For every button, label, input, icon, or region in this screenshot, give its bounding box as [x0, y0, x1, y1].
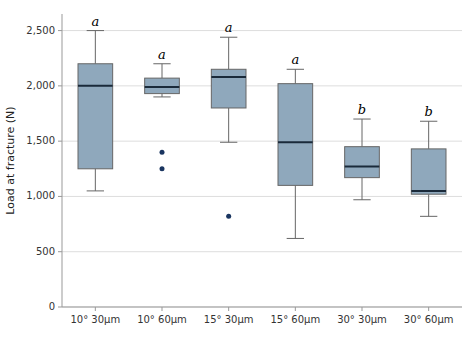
- significance-label: a: [91, 14, 99, 29]
- x-tick-label: 10° 30μm: [70, 314, 120, 325]
- cap-high: [153, 63, 170, 64]
- x-tick-label: 15° 60μm: [270, 314, 320, 325]
- significance-label: b: [358, 102, 366, 117]
- y-tick-label: 1,500: [26, 135, 55, 146]
- median: [211, 76, 246, 78]
- x-tick-label: 15° 30μm: [204, 314, 254, 325]
- median: [411, 190, 446, 192]
- grid-line: [62, 307, 462, 308]
- y-tick: [58, 251, 62, 252]
- annotations: a a a a b b: [91, 14, 432, 120]
- y-axis: [62, 14, 63, 307]
- significance-label: a: [225, 20, 233, 35]
- grid-line: [62, 30, 462, 31]
- whisker-high: [362, 119, 363, 147]
- median: [278, 141, 313, 143]
- axes: 0 500 1,000 1,500 2,000 2,500 10° 30μm 10° 60μm…: [26, 14, 462, 325]
- median: [78, 85, 113, 87]
- y-tick-label: 500: [36, 246, 55, 257]
- whisker-low: [228, 108, 229, 142]
- y-tick-label: 2,500: [26, 25, 55, 36]
- significance-label: a: [291, 52, 299, 67]
- cap-low: [220, 142, 237, 143]
- whisker-low: [428, 194, 429, 216]
- x-tick-label: 30° 30μm: [337, 314, 387, 325]
- x-tick-label: 30° 60μm: [404, 314, 454, 325]
- x-axis: [62, 307, 462, 308]
- box: [78, 64, 113, 169]
- cap-low: [353, 199, 370, 200]
- grid-line: [62, 251, 462, 252]
- cap-low: [287, 238, 304, 239]
- y-tick-label: 0: [49, 301, 55, 312]
- median: [345, 166, 380, 168]
- flier: [160, 166, 165, 171]
- cap-high: [220, 37, 237, 38]
- box-group: [411, 121, 446, 216]
- y-tick: [58, 85, 62, 86]
- grid-line: [62, 141, 462, 142]
- whisker-high: [162, 64, 163, 78]
- flier: [160, 150, 165, 155]
- grid-line: [62, 85, 462, 86]
- y-tick: [58, 196, 62, 197]
- box-group: [345, 119, 380, 200]
- whisker-low: [295, 185, 296, 238]
- boxes: [78, 31, 446, 239]
- y-tick: [58, 30, 62, 31]
- cap-low: [153, 96, 170, 97]
- x-tick: [228, 307, 229, 311]
- x-tick: [295, 307, 296, 311]
- box-group: [145, 64, 180, 172]
- cap-low: [87, 190, 104, 191]
- whisker-high: [295, 69, 296, 83]
- median: [145, 86, 180, 88]
- y-tick: [58, 141, 62, 142]
- whisker-high: [228, 37, 229, 69]
- box-group: [278, 69, 313, 238]
- box: [345, 147, 380, 178]
- cap-high: [87, 30, 104, 31]
- significance-label: a: [158, 47, 166, 62]
- x-tick: [95, 307, 96, 311]
- grid: [62, 31, 462, 307]
- whisker-high: [428, 121, 429, 149]
- cap-high: [353, 119, 370, 120]
- cap-high: [287, 69, 304, 70]
- box: [211, 69, 246, 108]
- x-tick: [162, 307, 163, 311]
- y-tick-label: 1,000: [26, 190, 55, 201]
- box-group: [78, 31, 113, 191]
- x-tick: [428, 307, 429, 311]
- y-tick-label: 2,000: [26, 80, 55, 91]
- x-tick-label: 10° 60μm: [137, 314, 187, 325]
- whisker-low: [95, 169, 96, 191]
- significance-label: b: [425, 104, 433, 119]
- cap-high: [420, 121, 437, 122]
- flier: [226, 214, 231, 219]
- box: [145, 78, 180, 93]
- box: [278, 84, 313, 186]
- y-axis-label: Load at fracture (N): [4, 106, 17, 214]
- box: [411, 149, 446, 194]
- cap-low: [420, 216, 437, 217]
- whisker-low: [362, 178, 363, 200]
- y-tick: [58, 307, 62, 308]
- chart: 0 500 1,000 1,500 2,000 2,500 10° 30μm 10° 60μm…: [0, 0, 474, 337]
- box-group: [211, 37, 246, 219]
- grid-line: [62, 196, 462, 197]
- x-tick: [362, 307, 363, 311]
- whisker-high: [95, 31, 96, 64]
